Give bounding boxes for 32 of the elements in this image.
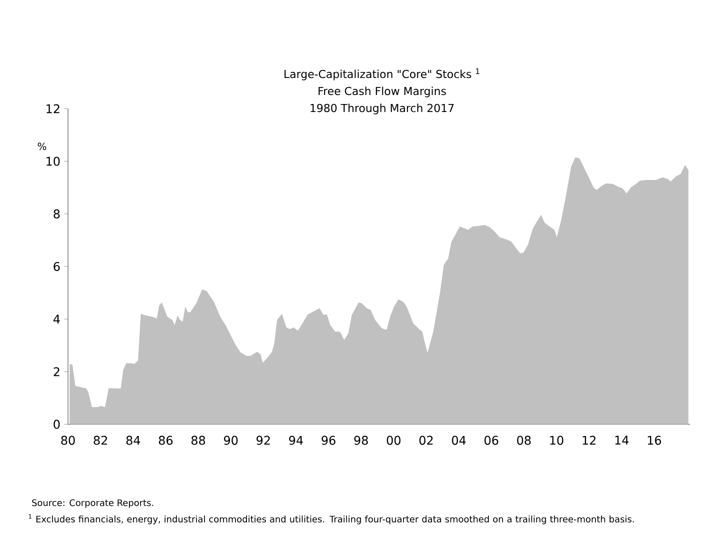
- y-tick-label: 8: [54, 209, 60, 218]
- chart-title: Large-Capitalization "Core" Stocks $^{1}$: [284, 68, 480, 80]
- y-tick-label: 0: [54, 420, 60, 429]
- x-tick-label: 80: [61, 436, 75, 445]
- x-tick-label: 10: [550, 436, 564, 445]
- x-tick-label: 04: [452, 436, 466, 445]
- x-tick-label: 84: [126, 436, 140, 445]
- source-note: Source: Corporate Reports.: [32, 499, 154, 508]
- x-tick-label: 92: [256, 436, 270, 445]
- y-axis-title: %: [38, 142, 46, 150]
- x-tick-label: 16: [648, 436, 662, 445]
- y-tick-label: 4: [53, 314, 60, 324]
- y-tick-label: 10: [46, 156, 60, 166]
- x-tick-label: 94: [289, 436, 303, 445]
- y-tick-label: 6: [54, 262, 60, 272]
- y-tick-label: 2: [54, 367, 60, 376]
- annotation: 1980 Through March 2017: [310, 104, 454, 114]
- text: $^{1}$ Excludes financials, energy, industrial commodities and utilities. Trailing four-quarter data smoothed on a trailing three-month basis.: [28, 514, 634, 524]
- x-tick-label: 02: [419, 436, 433, 445]
- x-tick-label: 96: [322, 436, 336, 445]
- x-tick-label: 00: [386, 436, 400, 445]
- x-tick-label: 14: [615, 436, 629, 445]
- chart-subtitle: Free Cash Flow Margins: [318, 86, 446, 98]
- x-tick-label: 08: [517, 436, 531, 445]
- x-tick-label: 86: [158, 436, 173, 445]
- x-tick-label: 88: [191, 436, 206, 445]
- x-tick-label: 12: [582, 436, 596, 445]
- x-tick-label: 98: [354, 436, 368, 445]
- x-tick-label: 90: [224, 436, 238, 445]
- x-tick-label: 82: [94, 436, 107, 445]
- y-tick-label: 12: [46, 104, 60, 114]
- x-tick-label: 06: [484, 436, 498, 445]
